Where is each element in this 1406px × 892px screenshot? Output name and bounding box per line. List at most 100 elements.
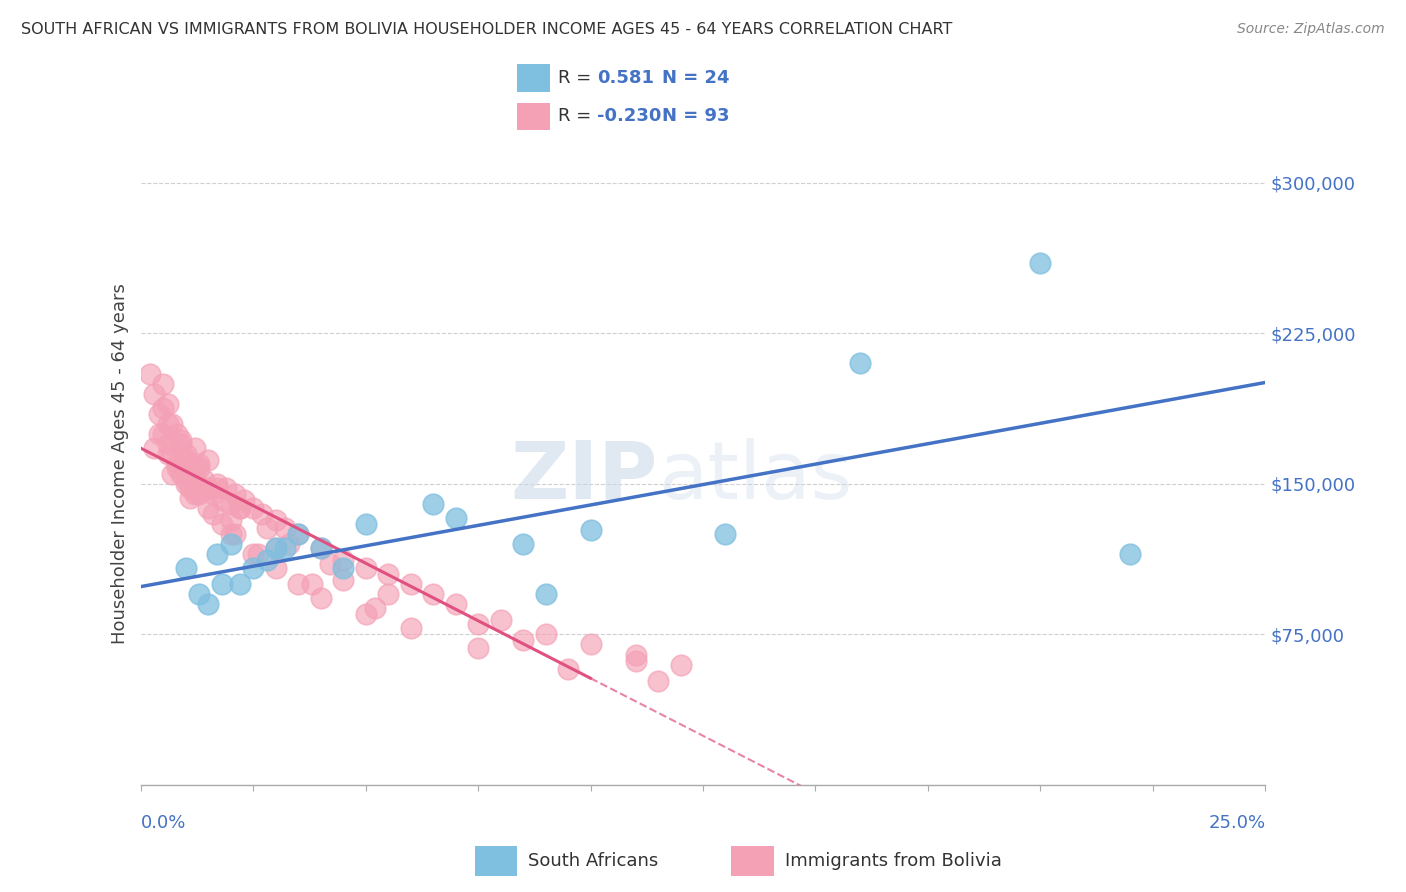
Point <box>354 516 377 531</box>
Point <box>224 527 246 541</box>
Point <box>256 521 278 535</box>
Point <box>242 547 264 561</box>
Point <box>219 527 242 541</box>
Point <box>399 621 422 635</box>
Point <box>152 401 174 415</box>
Point <box>166 461 188 475</box>
Point <box>233 492 256 507</box>
Point <box>377 567 399 582</box>
Bar <box>475 847 517 876</box>
Point <box>318 557 340 572</box>
Point <box>170 436 193 450</box>
Point <box>512 537 534 551</box>
Point <box>143 386 166 401</box>
Point <box>143 441 166 455</box>
Point <box>579 637 602 651</box>
Text: SOUTH AFRICAN VS IMMIGRANTS FROM BOLIVIA HOUSEHOLDER INCOME AGES 45 - 64 YEARS C: SOUTH AFRICAN VS IMMIGRANTS FROM BOLIVIA… <box>21 22 952 37</box>
Y-axis label: Householder Income Ages 45 - 64 years: Householder Income Ages 45 - 64 years <box>111 284 129 644</box>
Point <box>224 487 246 501</box>
Point <box>170 467 193 481</box>
Point <box>332 553 354 567</box>
Point <box>152 376 174 391</box>
Point <box>179 481 201 495</box>
Point <box>211 492 233 507</box>
Point <box>467 617 489 632</box>
Point <box>534 587 557 601</box>
Point <box>179 491 201 505</box>
Point <box>197 481 219 495</box>
Point <box>160 447 183 461</box>
Point <box>160 467 183 481</box>
Text: N = 24: N = 24 <box>662 69 730 87</box>
Point <box>489 614 512 628</box>
Point <box>228 501 250 516</box>
Text: R =: R = <box>558 107 592 125</box>
Point <box>354 561 377 575</box>
Point <box>201 507 224 521</box>
Point <box>205 547 228 561</box>
Point <box>148 426 170 441</box>
Point <box>183 487 205 501</box>
Point <box>188 487 211 501</box>
Point <box>849 356 872 371</box>
Point <box>156 417 179 431</box>
Point <box>148 407 170 421</box>
Bar <box>516 64 550 92</box>
Point <box>246 547 269 561</box>
Point <box>166 426 188 441</box>
Point <box>512 633 534 648</box>
Text: South Africans: South Africans <box>529 852 658 870</box>
Point <box>156 396 179 410</box>
Point <box>174 476 197 491</box>
Point <box>332 561 354 575</box>
Point <box>174 447 197 461</box>
Point <box>287 527 309 541</box>
Point <box>273 521 295 535</box>
Text: atlas: atlas <box>658 438 852 516</box>
Point <box>363 601 385 615</box>
Point <box>193 473 215 487</box>
Point <box>278 537 301 551</box>
Point <box>179 457 201 471</box>
Point <box>264 513 287 527</box>
Point <box>228 501 250 516</box>
Point <box>170 433 193 447</box>
Point <box>309 541 332 555</box>
Point <box>714 527 737 541</box>
Point <box>219 537 242 551</box>
Point <box>399 577 422 591</box>
Point <box>422 587 444 601</box>
Point <box>152 426 174 441</box>
Point <box>197 453 219 467</box>
Point <box>332 573 354 587</box>
Point <box>309 591 332 606</box>
Text: 0.0%: 0.0% <box>141 814 186 831</box>
Point <box>166 457 188 471</box>
Point <box>579 523 602 537</box>
Point <box>219 497 242 511</box>
Point <box>301 577 323 591</box>
Point <box>138 367 160 381</box>
Point <box>444 598 467 612</box>
Text: ZIP: ZIP <box>510 438 658 516</box>
Point <box>624 653 647 667</box>
Point <box>669 657 692 672</box>
Point <box>242 561 264 575</box>
Point <box>156 447 179 461</box>
Point <box>219 513 242 527</box>
Point <box>467 641 489 656</box>
Point <box>264 541 287 555</box>
Point <box>205 476 228 491</box>
Text: 0.581: 0.581 <box>598 69 654 87</box>
Text: Source: ZipAtlas.com: Source: ZipAtlas.com <box>1237 22 1385 37</box>
Point <box>174 453 197 467</box>
Point <box>188 457 211 471</box>
Point <box>193 481 215 495</box>
Point <box>242 501 264 516</box>
Point <box>534 627 557 641</box>
Text: N = 93: N = 93 <box>662 107 730 125</box>
Point <box>197 501 219 516</box>
Point <box>1029 256 1052 270</box>
Point <box>264 561 287 575</box>
Bar <box>516 103 550 130</box>
